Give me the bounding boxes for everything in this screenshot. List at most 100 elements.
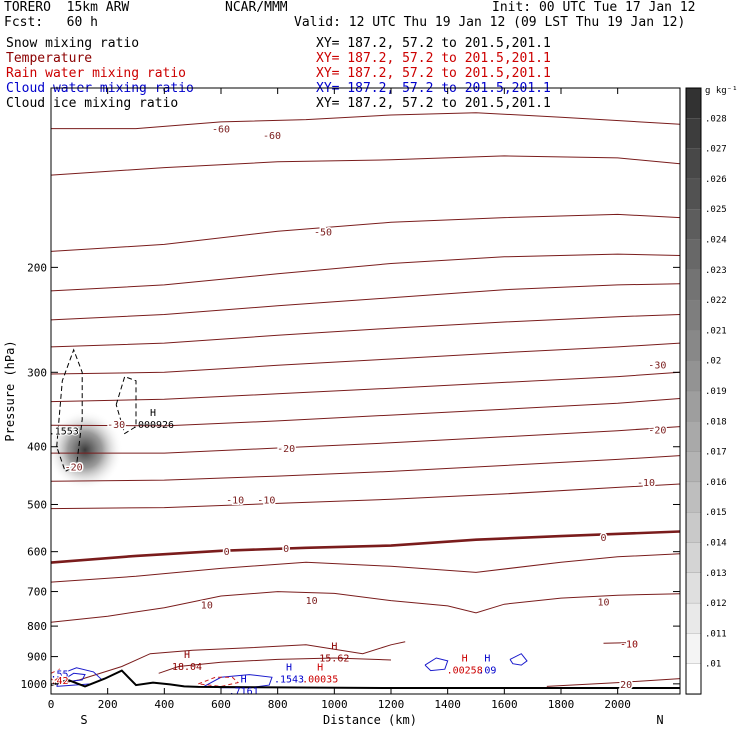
x-tick-label: 200: [98, 698, 118, 711]
valid-time: Valid: 12 UTC Thu 19 Jan 12 (09 LST Thu …: [294, 15, 686, 30]
x-tick-label: 800: [268, 698, 288, 711]
x-axis-title: Distance (km): [323, 713, 417, 727]
x-tick-label: 1800: [548, 698, 575, 711]
colorbar-segment: [685, 421, 702, 453]
colorbar-label: .022: [705, 296, 727, 306]
temp-contour-label: 0: [600, 533, 606, 544]
temp-contour-label: -60: [212, 125, 230, 136]
temp-contour-label: 10: [306, 596, 318, 607]
init-time: Init: 00 UTC Tue 17 Jan 12: [492, 0, 696, 15]
temp-contour-label: -30: [107, 420, 125, 431]
high-value-label: .00035: [302, 675, 338, 686]
colorbar-segment: [685, 481, 702, 513]
temp-contour-low: [158, 657, 392, 674]
colorbar-label: .016: [705, 478, 727, 488]
temp-contour--10: [50, 455, 681, 482]
temp-contour--25: [50, 371, 681, 403]
cloud-ice-contour: [115, 375, 137, 435]
colorbar-label: .025: [705, 205, 727, 215]
temp-contour-label: -10: [257, 495, 275, 506]
field-name-cloud-ice: Cloud ice mixing ratio: [6, 96, 179, 111]
temp-contour--45: [50, 253, 681, 292]
colorbar-label: .02: [705, 357, 721, 367]
forecast-hour: Fcst: 60 h: [4, 15, 98, 30]
temp-contour-label: -20: [648, 425, 666, 436]
temp-contour-label: -30: [648, 360, 666, 371]
model-title: TORERO 15km ARW: [4, 0, 130, 15]
high-symbol: H: [150, 408, 156, 419]
y-tick-label: 900: [27, 651, 47, 664]
temp-contour-label: -20: [277, 444, 295, 455]
temp-contour--60: [51, 112, 681, 130]
temp-contour--30: [50, 342, 681, 375]
high-value-label: .00258: [447, 666, 483, 677]
colorbar-segment: [685, 633, 702, 665]
cloud-water-contour: [509, 653, 528, 666]
colorbar-label: .012: [705, 599, 727, 609]
colorbar-segment: [685, 572, 702, 604]
colorbar-label: .026: [705, 175, 727, 185]
temp-contour-low: [603, 642, 627, 644]
colorbar-label: .024: [705, 236, 727, 246]
high-value-label: .000926: [132, 420, 174, 431]
temp-contour-label: -10: [637, 478, 655, 489]
temp-contour--50: [50, 213, 681, 252]
colorbar-label: .017: [705, 448, 727, 458]
colorbar-segment: [685, 330, 702, 362]
misc-label: .1553: [49, 427, 79, 438]
colorbar-label: .014: [705, 539, 727, 549]
x-tick-label: 400: [154, 698, 174, 711]
y-tick-label: 700: [27, 586, 47, 599]
colorbar-segment: [685, 542, 702, 574]
colorbar-label: .015: [705, 508, 727, 518]
cloud-water-contour: [424, 657, 449, 672]
y-tick-label: 1000: [21, 678, 48, 691]
colorbar: .01 .011 .012 .013 .014 .015 .016 .017 .018 .019.…: [685, 87, 727, 695]
y-tick-label: 300: [27, 366, 47, 379]
high-symbol: H: [331, 642, 337, 653]
colorbar-segment: [685, 239, 702, 271]
temp-contour-label: -20: [65, 463, 83, 474]
high-symbol: H: [462, 654, 468, 665]
colorbar-segment: [685, 299, 702, 332]
y-tick-label: 800: [27, 620, 47, 633]
temp-contour--35: [50, 314, 681, 348]
colorbar-segment: [685, 390, 702, 422]
high-value-label: .1543: [274, 675, 304, 686]
temp-contour-0: [50, 530, 681, 564]
temp-contour-label: -60: [263, 131, 281, 142]
colorbar-segment: [685, 118, 702, 150]
temp-contour-label: 10: [597, 597, 609, 608]
plot-frame: [50, 87, 681, 695]
high-value-label: 18.04: [172, 662, 202, 673]
temp-contour-label: 10: [201, 601, 213, 612]
colorbar-segment: [685, 360, 702, 392]
colorbar-segment: [685, 512, 702, 544]
colorbar-segment: [685, 602, 702, 635]
colorbar-segment: [685, 87, 702, 119]
high-symbol: H: [484, 654, 490, 665]
temp-contour--20: [50, 398, 681, 427]
x-tick-label: 600: [211, 698, 231, 711]
high-value-label: .09: [478, 666, 496, 677]
temp-contour-label: 0: [224, 547, 230, 558]
high-symbol: H: [286, 663, 292, 674]
terrain-layer: [50, 669, 680, 689]
snow-shading-layer: [47, 409, 123, 490]
temp-contour-label: 20: [620, 680, 632, 691]
x-tick-label: 1000: [321, 698, 348, 711]
temp-contour-label: -50: [314, 227, 332, 238]
field-xy-rain: XY= 187.2, 57.2 to 201.5,201.1: [316, 66, 551, 81]
high-value-label: 15.62: [319, 654, 349, 665]
cloud-ice-contour: [56, 348, 83, 473]
misc-label: .42: [50, 676, 68, 687]
temp-contour--55: [50, 155, 681, 176]
temp-contour-5: [50, 553, 681, 583]
south-label: S: [80, 713, 87, 727]
org-title: NCAR/MMM: [225, 0, 288, 15]
x-tick-label: 1600: [491, 698, 518, 711]
temp-contour-20: [546, 678, 681, 687]
colorbar-segment: [685, 209, 702, 241]
field-xy-snow: XY= 187.2, 57.2 to 201.5,201.1: [316, 36, 551, 51]
